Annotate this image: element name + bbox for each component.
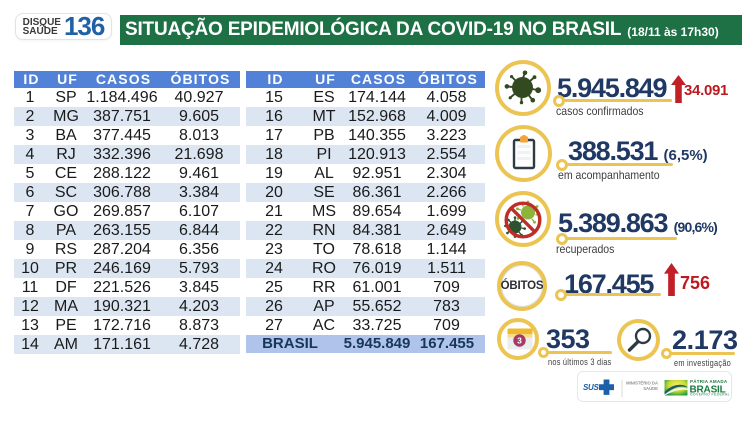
svg-text:BRASIL: BRASIL (690, 385, 726, 396)
svg-text:PÁTRIA AMADA: PÁTRIA AMADA (690, 378, 728, 384)
svg-text:GOVERNO FEDERAL: GOVERNO FEDERAL (690, 393, 730, 397)
svg-text:MINISTÉRIO DA: MINISTÉRIO DA (626, 381, 658, 386)
svg-text:SAÚDE: SAÚDE (643, 386, 658, 391)
svg-text:SUS: SUS (583, 383, 600, 392)
svg-text:3: 3 (517, 336, 522, 346)
